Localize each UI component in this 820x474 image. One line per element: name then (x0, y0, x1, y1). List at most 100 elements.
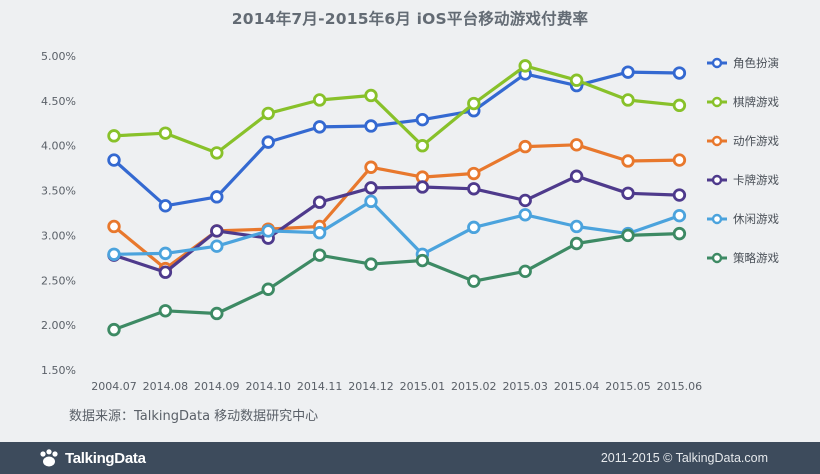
data-point (107, 322, 121, 337)
legend-marker (711, 57, 723, 69)
data-point (210, 190, 224, 204)
data-point (672, 66, 687, 80)
chart-title: 2014年7月-2015年6月 iOS平台移动游戏付费率 (231, 10, 589, 28)
x-tick-label: 2004.07 (91, 380, 137, 393)
data-point (569, 219, 584, 234)
y-tick-label: 2.00% (41, 319, 76, 332)
legend-label: 休闲游戏 (733, 212, 779, 226)
data-point (672, 188, 687, 202)
data-point (364, 160, 378, 174)
data-point (261, 135, 275, 149)
y-tick-label: 5.00% (41, 50, 76, 63)
data-point (621, 186, 635, 200)
data-point (569, 169, 584, 183)
talkingdata-logo: TalkingData (38, 448, 146, 468)
x-tick-label: 2014.08 (143, 380, 189, 393)
data-point (569, 236, 584, 251)
data-point (518, 193, 532, 208)
legend-marker (711, 174, 723, 186)
y-tick-label: 3.50% (41, 185, 76, 198)
data-point (312, 93, 327, 107)
series-group (107, 59, 687, 337)
x-tick-label: 2015.03 (502, 380, 548, 393)
data-point (672, 208, 687, 223)
data-point (621, 93, 635, 107)
series-line (112, 64, 682, 155)
x-tick-label: 2015.05 (605, 380, 651, 393)
x-tick-label: 2015.04 (554, 380, 600, 393)
series-line (112, 70, 682, 208)
data-point (158, 126, 173, 140)
data-point (621, 228, 635, 243)
data-point (364, 194, 378, 209)
data-point (467, 96, 481, 111)
data-point (210, 306, 224, 321)
data-point (158, 199, 173, 213)
data-point (107, 129, 121, 143)
data-point (364, 88, 378, 103)
data-point (158, 265, 173, 279)
x-tick-label: 2014.10 (245, 380, 291, 393)
legend-marker (711, 96, 723, 108)
data-point (569, 138, 584, 152)
x-tick-label: 2014.09 (194, 380, 240, 393)
data-point (672, 153, 687, 167)
data-point (672, 226, 687, 241)
data-point (621, 154, 635, 168)
data-point (107, 219, 121, 234)
data-point (312, 195, 327, 209)
legend-label: 角色扮演 (733, 56, 779, 70)
logo-text: TalkingData (65, 449, 146, 467)
data-point (312, 226, 327, 240)
y-tick-label: 2.50% (41, 274, 76, 287)
legend-label: 卡牌游戏 (733, 173, 779, 187)
data-point (364, 257, 378, 271)
y-tick-label: 4.00% (41, 140, 76, 153)
data-point (364, 181, 378, 195)
x-tick-label: 2014.11 (297, 380, 343, 393)
data-point (518, 264, 532, 279)
line-chart: 5.00% 4.50% 4.00% 3.50% 3.00% 2.50% 2.00% 1.50%… (41, 50, 779, 393)
legend-label: 棋牌游戏 (733, 95, 779, 109)
x-axis: 2004.07 2014.08 2014.09 2014.10 2014.11 2014.… (91, 380, 702, 393)
data-point (107, 153, 121, 167)
data-point (467, 274, 481, 288)
x-tick-label: 2015.02 (451, 380, 497, 393)
x-tick-label: 2014.12 (348, 380, 394, 393)
data-point (210, 146, 224, 160)
x-tick-label: 2015.01 (400, 380, 446, 393)
data-point (210, 239, 224, 253)
legend-marker (711, 252, 723, 264)
data-point (261, 282, 275, 296)
y-tick-label: 4.50% (41, 95, 76, 108)
series-line (112, 174, 682, 274)
x-tick-label: 2015.06 (657, 380, 703, 393)
data-point (210, 224, 224, 238)
source-note: 数据来源：TalkingData 移动数据研究中心 (69, 409, 319, 424)
data-point (415, 180, 430, 194)
legend-label: 动作游戏 (733, 134, 779, 148)
footer-bar: TalkingData 2011-2015 © TalkingData.com (0, 442, 820, 474)
series-line (112, 199, 682, 256)
data-point (107, 247, 121, 261)
data-point (621, 65, 635, 79)
data-point (569, 73, 584, 87)
data-point (312, 248, 327, 262)
data-point (415, 112, 430, 127)
data-point (158, 304, 173, 318)
data-point (467, 182, 481, 196)
legend-marker (711, 213, 723, 225)
data-point (467, 220, 481, 235)
data-point (518, 59, 532, 73)
legend-label: 策略游戏 (733, 251, 779, 265)
data-point (364, 119, 378, 133)
series-line (112, 232, 682, 332)
data-point (518, 139, 532, 154)
data-point (415, 253, 430, 268)
data-point (261, 224, 275, 238)
data-point (261, 106, 275, 121)
copyright-text: 2011-2015 © TalkingData.com (600, 451, 768, 465)
data-point (518, 208, 532, 222)
data-point (312, 120, 327, 134)
